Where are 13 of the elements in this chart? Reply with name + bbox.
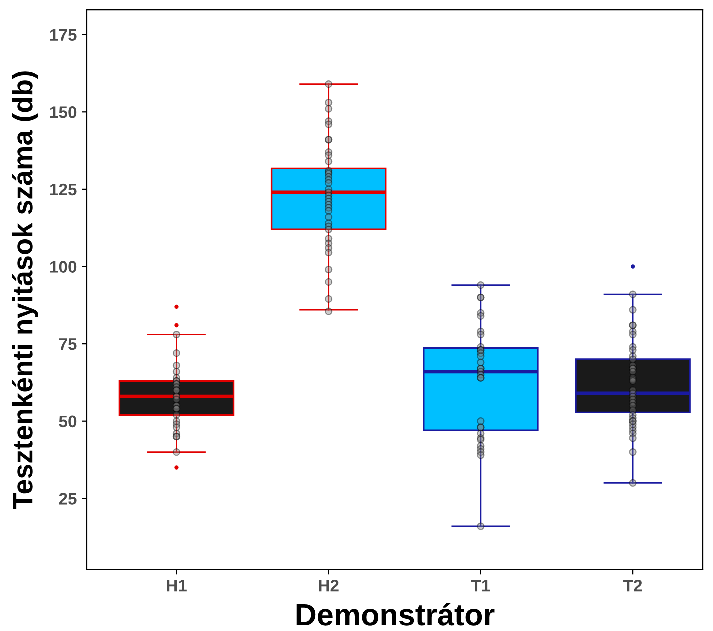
y-tick-label: 25 bbox=[59, 493, 77, 505]
y-tick-label: 175 bbox=[50, 29, 77, 42]
y-tick-label: 100 bbox=[50, 261, 77, 273]
x-axis-title: Demonstrátor bbox=[296, 603, 495, 626]
y-tick-label: 75 bbox=[59, 338, 77, 350]
x-tick-label: H2 bbox=[319, 580, 339, 592]
x-tick-label: T1 bbox=[471, 580, 490, 592]
y-tick-label: 150 bbox=[50, 106, 77, 118]
y-tick-label: 50 bbox=[59, 416, 77, 428]
x-tick-label: T2 bbox=[624, 580, 642, 592]
y-axis-title: Tesztenkénti nyitások száma (db) bbox=[12, 72, 38, 510]
x-tick-label: H1 bbox=[167, 580, 187, 592]
y-tick-label: 125 bbox=[50, 184, 77, 196]
